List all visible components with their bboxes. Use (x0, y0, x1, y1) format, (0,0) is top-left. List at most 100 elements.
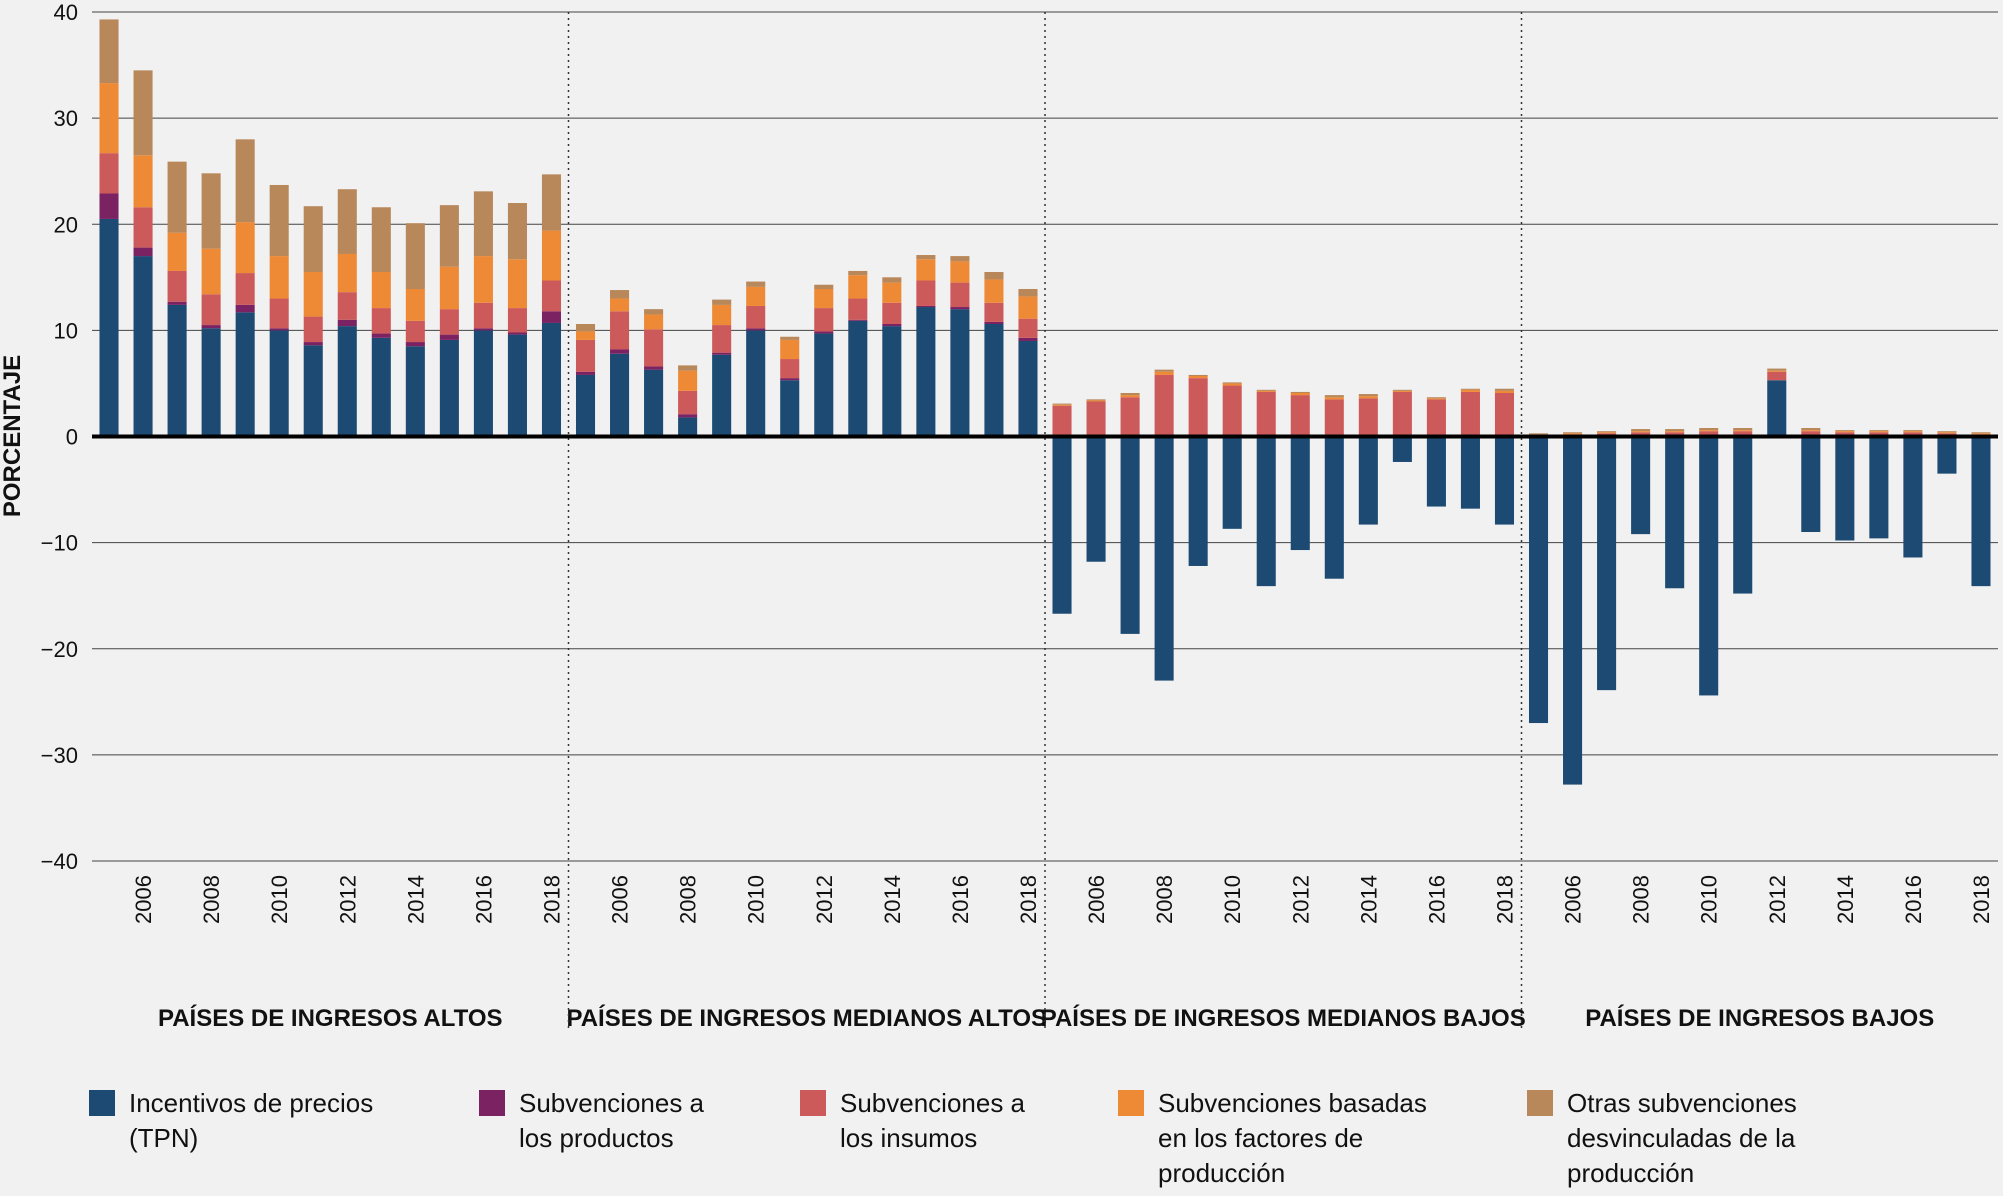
bar-segment (1120, 392, 1140, 396)
bar-segment (882, 326, 902, 437)
bar-segment (1426, 398, 1446, 400)
bar-segment (201, 328, 221, 437)
bar-segment (882, 277, 902, 283)
bar-segment (167, 161, 187, 233)
bar-segment (541, 174, 562, 231)
bar-segment (1835, 430, 1855, 432)
bar-segment (371, 333, 391, 338)
bar-segment (1733, 436, 1753, 594)
bar-segment (1733, 430, 1753, 432)
bar-segment (1188, 374, 1208, 377)
bar-segment (1801, 431, 1821, 437)
bar-segment (1460, 391, 1480, 437)
x-tick-label: 2012 (1288, 875, 1313, 924)
bar-segment (848, 320, 868, 437)
bar-segment (712, 352, 732, 355)
group-label: PAÍSES DE INGRESOS MEDIANOS BAJOS (1041, 1004, 1526, 1032)
bar-segment (848, 319, 868, 321)
bar-segment (950, 282, 970, 308)
bar-segment (746, 281, 766, 287)
legend-label: Subvenciones a los productos (519, 1088, 705, 1153)
bar-segment (814, 284, 834, 289)
bar-segment (1358, 436, 1378, 525)
legend-item: Subvenciones a los productos (479, 1086, 729, 1156)
x-tick-label: 2006 (1084, 875, 1109, 924)
bar-segment (1222, 436, 1242, 529)
bar-segment (1086, 400, 1106, 402)
legend-label: Incentivos de precios (TPN) (129, 1088, 374, 1153)
bar-segment (337, 319, 357, 327)
bar-segment (1869, 432, 1889, 437)
bar-segment (1290, 436, 1310, 551)
chart: PORCENTAJE −40 −30 −20 −10 0 10 20 30 40 2006 2008… (0, 0, 1998, 1032)
bar-segment (1801, 430, 1821, 432)
bar-segment (882, 282, 902, 303)
bar-segment (1392, 391, 1412, 437)
bar-segment (1290, 395, 1310, 437)
bar-segment (678, 390, 698, 415)
legend-item: Subvenciones a los insumos (800, 1086, 1050, 1156)
bar-segment (371, 337, 391, 437)
x-tick-label: 2010 (1220, 875, 1245, 924)
bar-segment (439, 266, 459, 310)
bar-segment (916, 307, 936, 437)
bar-segment (507, 334, 527, 437)
legend-item: Subvenciones basadas en los factores de … (1118, 1086, 1443, 1191)
bar-segment (405, 342, 425, 347)
bar-segment (1222, 385, 1242, 437)
bar-segment (1154, 369, 1174, 372)
bar-segment (371, 272, 391, 309)
bar-segment (1869, 430, 1889, 432)
bar-segment (1767, 368, 1787, 371)
bar-segment (575, 374, 596, 437)
bar-segment (269, 298, 289, 329)
group-label: PAÍSES DE INGRESOS ALTOS (158, 1004, 503, 1032)
bar-segment (1733, 431, 1753, 437)
x-tick-label: 2014 (1356, 875, 1381, 924)
bar-segment (1733, 428, 1753, 431)
bar-segment (1563, 432, 1583, 434)
bar-segment (1494, 390, 1515, 393)
bar-segment (1767, 371, 1787, 381)
bar-segment (99, 83, 119, 154)
y-tick-label: 40 (54, 0, 78, 25)
bar-segment (1767, 370, 1787, 372)
bar-segment (746, 286, 766, 306)
bar-segment (780, 380, 800, 437)
bar-segment (1290, 391, 1310, 393)
bar-segment (201, 173, 221, 249)
bar-segment (371, 308, 391, 334)
x-tick-label: 2014 (403, 875, 428, 924)
bar-segment (1631, 432, 1651, 437)
bar-segment (1392, 436, 1412, 462)
bar-segment (814, 308, 834, 332)
bar-segment (1052, 404, 1072, 406)
x-tick-label: 2018 (1016, 875, 1041, 924)
bar-segment (1154, 371, 1174, 375)
bar-segment (507, 332, 527, 335)
bar-segment (1086, 399, 1106, 401)
bar-segment (1665, 429, 1685, 432)
bar-segment (167, 301, 187, 305)
bar-segment (950, 261, 970, 283)
bar-segment (950, 256, 970, 262)
bar-segment (1256, 390, 1276, 392)
bar-segment (1324, 397, 1344, 400)
bar-segment (984, 279, 1004, 303)
bar-segment (610, 349, 630, 354)
x-tick-label: 2010 (744, 875, 769, 924)
bar-segment (235, 273, 255, 305)
bar-segment (1290, 392, 1310, 396)
bar-segment (1528, 433, 1549, 435)
y-tick-label: 30 (54, 106, 78, 131)
bar-segment (644, 329, 664, 367)
bar-segment (678, 370, 698, 391)
bar-segment (1426, 399, 1446, 437)
bar-segment (575, 339, 596, 372)
bar-segment (1665, 431, 1685, 433)
bar-segment (712, 299, 732, 305)
bar-segment (950, 307, 970, 310)
bar-segment (507, 259, 527, 309)
bar-segment (235, 222, 255, 274)
bar-segment (984, 321, 1004, 325)
